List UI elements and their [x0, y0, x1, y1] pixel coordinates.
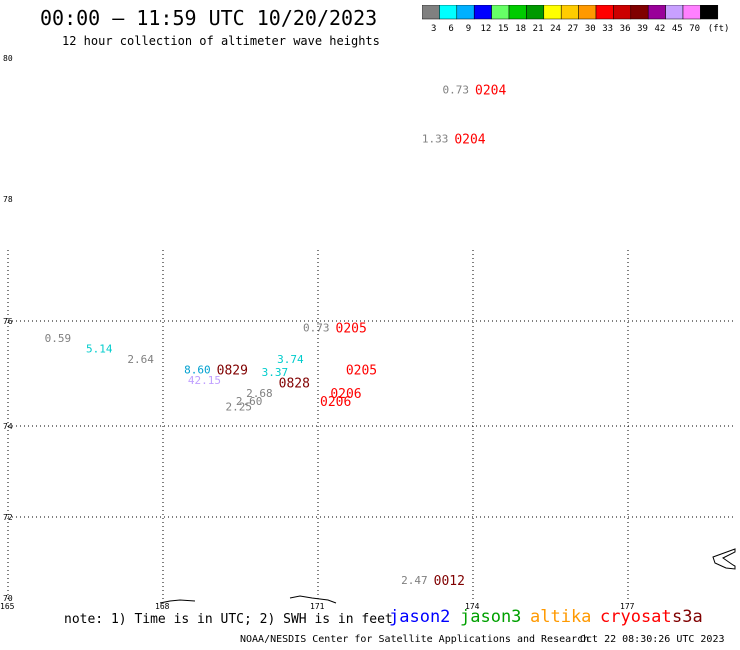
observation: 1.33 0204: [422, 133, 486, 148]
x-tick-label: 177: [620, 602, 635, 611]
obs-time: 0206: [330, 387, 361, 402]
y-tick-label: 80: [3, 54, 13, 63]
swh-value: 0.59: [45, 332, 72, 345]
legend-label: 9: [466, 24, 471, 34]
obs-time: 0829: [217, 364, 248, 379]
obs-time: 0012: [434, 574, 465, 589]
legend-label: 39: [637, 24, 648, 34]
legend-label: 70: [689, 24, 700, 34]
observation: 2.64: [127, 353, 154, 366]
mission-jason2: jason2: [389, 607, 451, 627]
observation: 0828: [279, 377, 310, 392]
legend-label: 33: [602, 24, 613, 34]
observation: 0205: [346, 364, 377, 379]
y-tick-label: 76: [3, 317, 13, 326]
generated-timestamp: Oct 22 08:30:26 UTC 2023: [580, 634, 725, 645]
legend-label: 27: [567, 24, 578, 34]
swh-value: 2.64: [127, 353, 154, 366]
swh-value: 2.68: [246, 387, 273, 400]
swh-color-legend: 3 6 9 12 15 18 21 24 27 30 33 36 39 42 45 70 (ft): [422, 5, 730, 34]
observation: 3.37: [262, 366, 289, 379]
coastline-shapes: [159, 548, 736, 604]
y-tick-label: 78: [3, 195, 13, 204]
observation: 3.74: [277, 353, 304, 366]
legend-label: 42: [654, 24, 665, 34]
legend-unit: (ft): [708, 24, 730, 34]
observation: 0206: [320, 395, 351, 410]
chart-title: 00:00 – 11:59 UTC 10/20/2023: [40, 6, 378, 30]
legend-label: 30: [585, 24, 596, 34]
grid-lines: [7, 250, 735, 600]
obs-time: 0204: [454, 133, 485, 148]
observation: 2.68: [246, 387, 273, 400]
legend-label: 6: [448, 24, 453, 34]
legend-label: 36: [620, 24, 631, 34]
observation: 0.59: [45, 332, 72, 345]
observation: 2.60: [236, 395, 263, 408]
mission-altika: altika: [530, 607, 592, 627]
swh-value: 2.47: [401, 574, 428, 587]
y-tick-label: 72: [3, 513, 13, 522]
obs-time: 0205: [336, 322, 367, 337]
x-tick-label: 171: [310, 602, 325, 611]
mission-s3a: s3a: [672, 607, 703, 627]
obs-time: 0828: [279, 377, 310, 392]
observation: 0.73 0205: [303, 322, 367, 337]
y-tick-label: 74: [3, 422, 13, 431]
y-tick-label: 70: [3, 594, 13, 603]
observation: 42.15: [188, 374, 221, 387]
observation-labels: 0.73 0204 1.33 0204 0.73 0205 0.59 5.14 2.64 8.60…: [45, 83, 507, 589]
swh-value: 8.60: [184, 364, 211, 377]
chart-subtitle: 12 hour collection of altimeter wave hei…: [62, 34, 380, 48]
observation: 0206: [330, 387, 361, 402]
footnote: note: 1) Time is in UTC; 2) SWH is in fe…: [64, 612, 393, 627]
axis-tick-labels: 165 168 171 174 177 80 78 76 74 72 70: [0, 54, 635, 611]
legend-label: 21: [533, 24, 544, 34]
legend-label: 18: [515, 24, 526, 34]
x-tick-label: 165: [0, 602, 15, 611]
legend-label: 12: [480, 24, 491, 34]
observation: 8.60 0829: [184, 364, 248, 379]
swh-value: 2.25: [226, 400, 253, 413]
swh-value: 1.33: [422, 133, 449, 146]
x-tick-label: 168: [155, 602, 170, 611]
legend-label: 45: [672, 24, 683, 34]
swh-value: 3.37: [262, 366, 289, 379]
obs-time: 0204: [475, 83, 506, 98]
mission-jason3: jason3: [460, 607, 522, 627]
observation: 2.25: [226, 400, 253, 413]
swh-value: 42.15: [188, 374, 221, 387]
legend-label: 15: [498, 24, 509, 34]
observation: 5.14: [86, 343, 113, 356]
swh-value: 5.14: [86, 343, 113, 356]
mission-cryosat: cryosat: [600, 607, 672, 627]
x-tick-label: 174: [465, 602, 480, 611]
legend-label: 3: [431, 24, 436, 34]
legend-swatch: [700, 5, 719, 20]
swh-value: 0.73: [303, 322, 330, 335]
observation: 0.73 0204: [443, 83, 507, 98]
swh-value: 0.73: [443, 83, 470, 96]
swh-value: 3.74: [277, 353, 304, 366]
credit-text: NOAA/NESDIS Center for Satellite Applica…: [240, 634, 590, 645]
swh-value: 2.60: [236, 395, 263, 408]
obs-time: 0206: [320, 395, 351, 410]
obs-time: 0205: [346, 364, 377, 379]
legend-label: 24: [550, 24, 561, 34]
observation: 2.47 0012: [401, 574, 465, 589]
